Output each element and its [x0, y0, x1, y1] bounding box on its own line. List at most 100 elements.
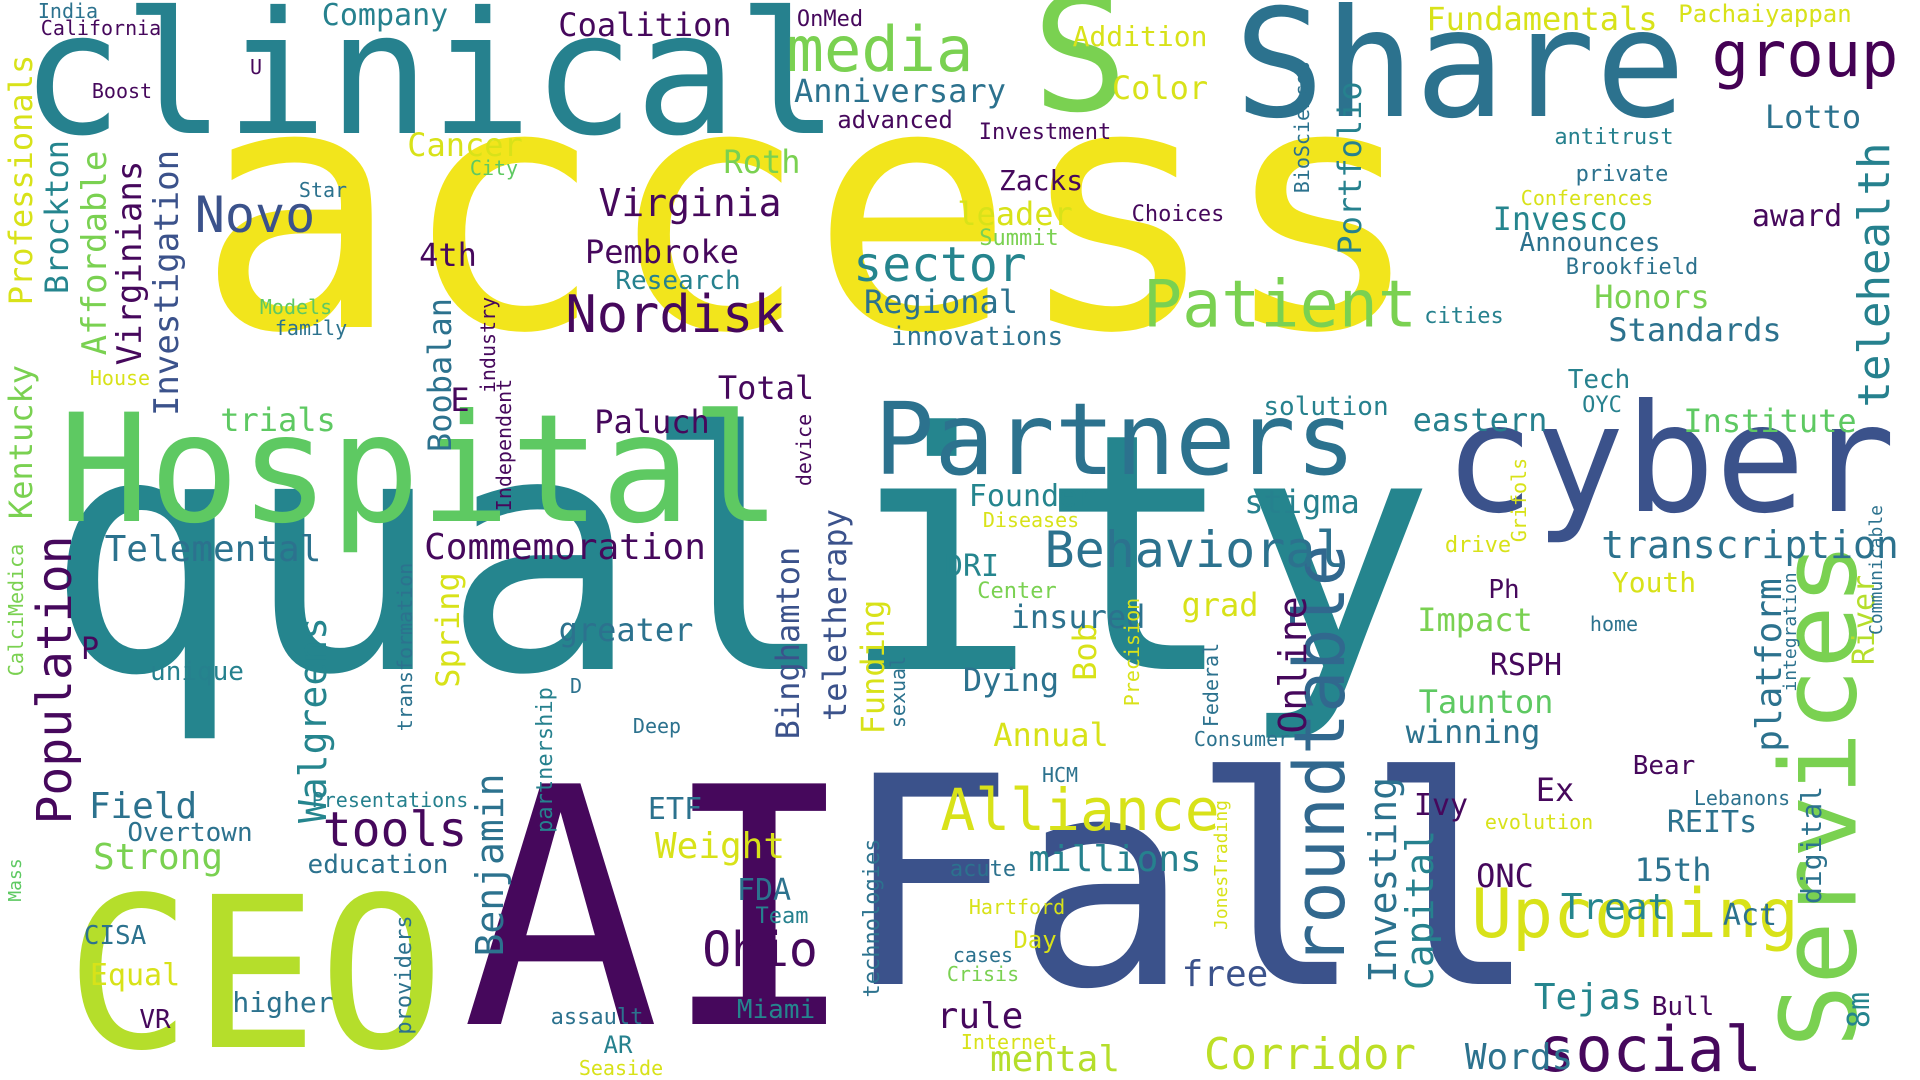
word: cases	[952, 943, 1014, 967]
word: higher	[232, 986, 334, 1019]
word: family	[274, 316, 348, 340]
word: Annual	[993, 716, 1109, 754]
word: Institute	[1683, 402, 1857, 440]
word: House	[89, 366, 151, 390]
word: VR	[139, 1005, 171, 1035]
word: Summit	[979, 226, 1059, 251]
word: Equal	[89, 958, 181, 993]
word: Words	[1464, 1037, 1574, 1078]
word-vertical: Kentucky	[2, 364, 40, 520]
word: 15th	[1634, 851, 1712, 889]
word-vertical: Precision	[1120, 597, 1144, 707]
word: Treat	[1560, 887, 1670, 928]
word-vertical: BioSciences	[1290, 60, 1314, 194]
word: S	[1031, 0, 1129, 148]
word: DRI	[944, 549, 1000, 584]
word-vertical: 8m	[1842, 991, 1877, 1029]
word-vertical: providers	[392, 915, 417, 1035]
word: antitrust	[1554, 125, 1674, 150]
word-vertical: Communicable	[1866, 504, 1887, 636]
word: Partners	[874, 381, 1356, 498]
word: ONC	[1476, 857, 1534, 895]
word: media	[786, 13, 974, 86]
word-vertical: Spring	[429, 572, 467, 688]
word: Ivy	[1413, 788, 1469, 823]
word: AR	[603, 1031, 633, 1059]
word: cities	[1424, 304, 1504, 329]
word-vertical: Boobalan	[421, 297, 459, 453]
word-vertical: Population	[27, 535, 83, 825]
word: Diseases	[982, 508, 1080, 532]
word: Telemental	[104, 529, 322, 570]
word: AI	[461, 718, 859, 1080]
word: ETF	[647, 792, 703, 827]
word: Anniversary	[794, 72, 1006, 110]
word: Lebanons	[1693, 786, 1791, 810]
word: Boost	[91, 79, 153, 103]
word: OnMed	[796, 7, 864, 32]
word: Weight	[654, 826, 786, 867]
word: OYC	[1582, 393, 1622, 418]
word: insured	[1010, 598, 1146, 636]
word: Company	[321, 0, 449, 33]
word: unique	[150, 657, 244, 687]
word: assault	[550, 1005, 644, 1030]
word: Pachaiyappan	[1678, 0, 1852, 28]
word-vertical: Mass	[5, 858, 26, 902]
word: home	[1589, 612, 1639, 636]
word: Youth	[1611, 566, 1697, 599]
word: E	[450, 381, 470, 419]
word-vertical: Brockton	[38, 139, 76, 295]
word: P	[80, 632, 100, 667]
word: Coalition	[558, 6, 732, 44]
word: Overtown	[127, 818, 253, 848]
word: advanced	[837, 106, 953, 134]
word: eastern	[1412, 401, 1548, 439]
word: Field	[88, 786, 198, 827]
word: Paluch	[594, 403, 710, 441]
word: Ex	[1535, 771, 1575, 809]
word: rule	[936, 996, 1024, 1037]
word: Standards	[1608, 311, 1782, 349]
word-vertical: Federal	[1199, 642, 1223, 728]
word: free	[1181, 954, 1269, 995]
word: Models	[259, 295, 333, 319]
word-vertical: Capital	[1398, 829, 1442, 991]
word: Miami	[736, 995, 816, 1025]
word: Upcoming	[1471, 875, 1799, 954]
word: Virginia	[598, 181, 782, 225]
word: Brookfield	[1565, 255, 1699, 280]
word: solution	[1263, 392, 1389, 422]
word: winning	[1405, 713, 1541, 751]
word: evolution	[1484, 810, 1594, 834]
word: Hartford	[968, 895, 1066, 919]
word: Impact	[1417, 601, 1533, 639]
word: education	[307, 850, 449, 880]
word: Honors	[1594, 278, 1710, 316]
word: Nordisk	[565, 285, 785, 345]
word: greater	[558, 611, 694, 649]
word: CEO	[65, 852, 445, 1080]
word: D	[569, 674, 583, 698]
word-vertical: technologies	[860, 838, 885, 998]
word: Center	[977, 579, 1057, 604]
word-vertical: integration	[1780, 572, 1801, 692]
word-vertical: telehealth	[1849, 142, 1900, 408]
word: quality	[44, 363, 1436, 747]
word: Cancer	[407, 126, 523, 164]
word-vertical: sexual	[886, 655, 910, 729]
word: Lotto	[1764, 98, 1862, 136]
word: transcription	[1601, 523, 1899, 567]
word: HCM	[1041, 763, 1079, 787]
word: Presentations	[311, 788, 469, 812]
word: Behavioral	[1044, 521, 1346, 579]
word-vertical: Online	[1271, 596, 1315, 734]
word: Corridor	[1204, 1029, 1416, 1080]
word: Founder	[968, 479, 1096, 514]
word-vertical: transformation	[393, 562, 417, 732]
word: Deep	[632, 714, 682, 738]
word-vertical: teletherapy	[816, 509, 854, 721]
word: Pembroke	[584, 233, 740, 271]
word: trials	[220, 401, 336, 439]
